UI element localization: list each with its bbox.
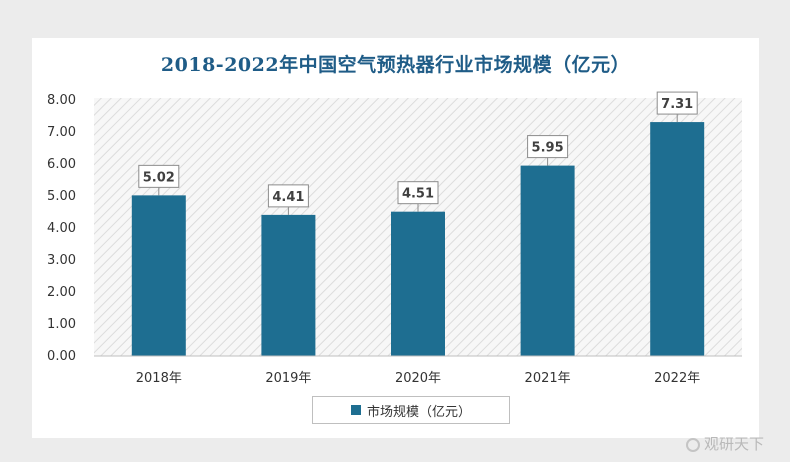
y-tick-label: 6.00 <box>47 157 76 172</box>
y-tick-label: 8.00 <box>47 93 76 108</box>
y-tick-label: 0.00 <box>47 349 76 364</box>
data-label: 4.41 <box>272 190 304 205</box>
y-tick-label: 5.00 <box>47 189 76 204</box>
data-label: 5.02 <box>143 170 175 185</box>
x-tick-label: 2021年 <box>525 371 571 386</box>
legend-label: 市场规模（亿元） <box>366 404 471 420</box>
watermark: 观研天下 <box>685 433 764 454</box>
x-tick-label: 2019年 <box>265 371 311 386</box>
x-tick-label: 2020年 <box>395 371 441 386</box>
chart-card: 2018-2022年中国空气预热器行业市场规模（亿元） 0.00 1.00 2.00… <box>32 38 759 438</box>
y-tick-label: 2.00 <box>47 285 76 300</box>
x-tick-label: 2018年 <box>136 371 182 386</box>
chart-title: 2018-2022年中国空气预热器行业市场规模（亿元） <box>160 54 631 76</box>
bar-chart: 0.00 1.00 2.00 3.00 4.00 5.00 6.00 7.00 8.00 5.0… <box>47 91 742 386</box>
bar <box>650 122 705 356</box>
legend-swatch <box>350 405 361 415</box>
bar <box>131 195 186 356</box>
y-tick-label: 7.00 <box>47 125 76 140</box>
watermark-text: 观研天下 <box>703 435 764 453</box>
camera-icon <box>685 438 700 452</box>
y-tick-label: 3.00 <box>47 253 76 268</box>
bar <box>261 214 316 356</box>
data-label: 7.31 <box>661 97 693 112</box>
bar <box>520 165 575 356</box>
data-label: 5.95 <box>532 141 564 156</box>
chart-legend: 市场规模（亿元） <box>312 396 510 424</box>
y-tick-label: 1.00 <box>47 317 76 332</box>
y-tick-label: 4.00 <box>47 221 76 236</box>
data-label: 4.51 <box>402 187 434 202</box>
bar <box>391 211 445 356</box>
x-tick-label: 2022年 <box>654 371 700 386</box>
